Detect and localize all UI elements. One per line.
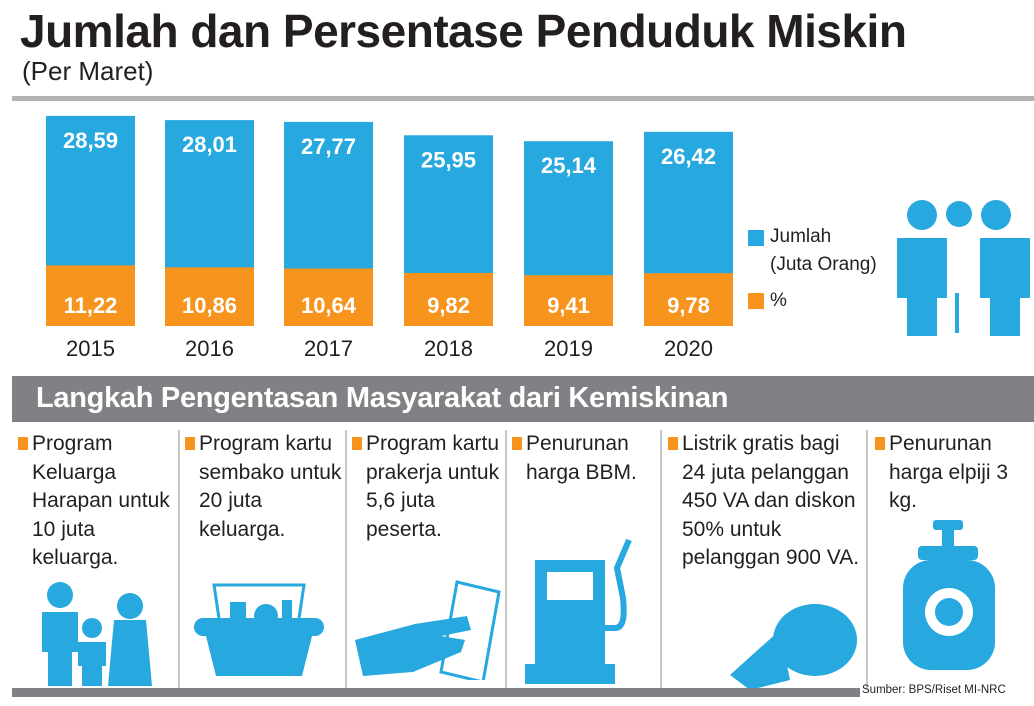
bar-persen [284,268,373,326]
data-label-persen: 10,86 [182,293,237,318]
page-title: Jumlah dan Persentase Penduduk Miskin [20,5,907,57]
x-tick-label: 2019 [544,336,593,361]
program-item-sembako: Program kartu sembako untuk 20 juta kelu… [183,430,343,688]
x-tick-label: 2018 [424,336,473,361]
light-bulb-icon [730,604,857,690]
x-tick-label: 2016 [185,336,234,361]
divider [505,430,507,688]
data-label-jumlah: 27,77 [301,134,356,159]
data-label-jumlah: 28,59 [63,128,118,153]
bullet-icon [668,437,678,450]
x-tick-label: 2020 [664,336,713,361]
divider [866,430,868,688]
grocery-basket-icon [194,583,324,676]
program-item-elpiji: Penurunan harga elpiji 3 kg. [873,430,1033,688]
data-label-persen: 9,82 [427,293,470,318]
program-item-bbm: Penurunan harga BBM. [510,430,660,688]
data-label-jumlah: 25,95 [421,147,476,172]
data-label-jumlah: 25,14 [541,153,597,178]
divider [660,430,662,688]
bar-persen [165,267,254,326]
footer-bar [12,688,860,697]
bullet-icon [875,437,885,450]
data-label-persen: 11,22 [64,293,118,318]
data-label-persen: 9,78 [667,293,710,318]
source-note: Sumber: BPS/Riset MI-NRC [862,684,1006,696]
legend-persen: % [770,290,787,311]
program-item-listrik: Listrik gratis bagi 24 juta pelanggan 45… [666,430,866,688]
legend-jumlah: Jumlah [770,226,832,247]
x-tick-label: 2017 [304,336,353,361]
data-label-jumlah: 28,01 [182,132,237,157]
bar-persen [46,265,135,326]
people-icon [897,200,1030,336]
section-title: Langkah Pengentasan Masyarakat dari Kemi… [12,376,1034,422]
program-item-prakerja: Program kartu prakerja untuk 5,6 juta pe… [350,430,510,688]
fuel-pump-icon [525,538,632,684]
bullet-icon [18,437,28,450]
legend-jumlah-unit: (Juta Orang) [770,254,877,275]
x-tick-label: 2015 [66,336,115,361]
legend-swatch-persen [748,293,764,309]
bar-chart: 28,59 11,22 2015 28,01 10,86 2016 27,77 10,64 20… [46,115,733,361]
page-subtitle: (Per Maret) [22,56,154,86]
bullet-icon [512,437,522,450]
data-label-jumlah: 26,42 [661,144,716,169]
family-icon [42,582,152,686]
data-label-persen: 10,64 [301,293,357,318]
bar-persen [644,273,733,326]
legend-swatch-jumlah [748,230,764,246]
bullet-icon [185,437,195,450]
hand-card-icon [355,580,501,680]
bar-persen [524,275,613,326]
divider [345,430,347,688]
divider [12,96,1034,101]
bar-persen [404,272,493,326]
divider [178,430,180,688]
program-item-pkh: Program Keluarga Harapan untuk 10 juta k… [16,430,176,688]
data-label-persen: 9,41 [547,293,590,318]
bullet-icon [352,437,362,450]
gas-cylinder-icon [903,520,995,670]
